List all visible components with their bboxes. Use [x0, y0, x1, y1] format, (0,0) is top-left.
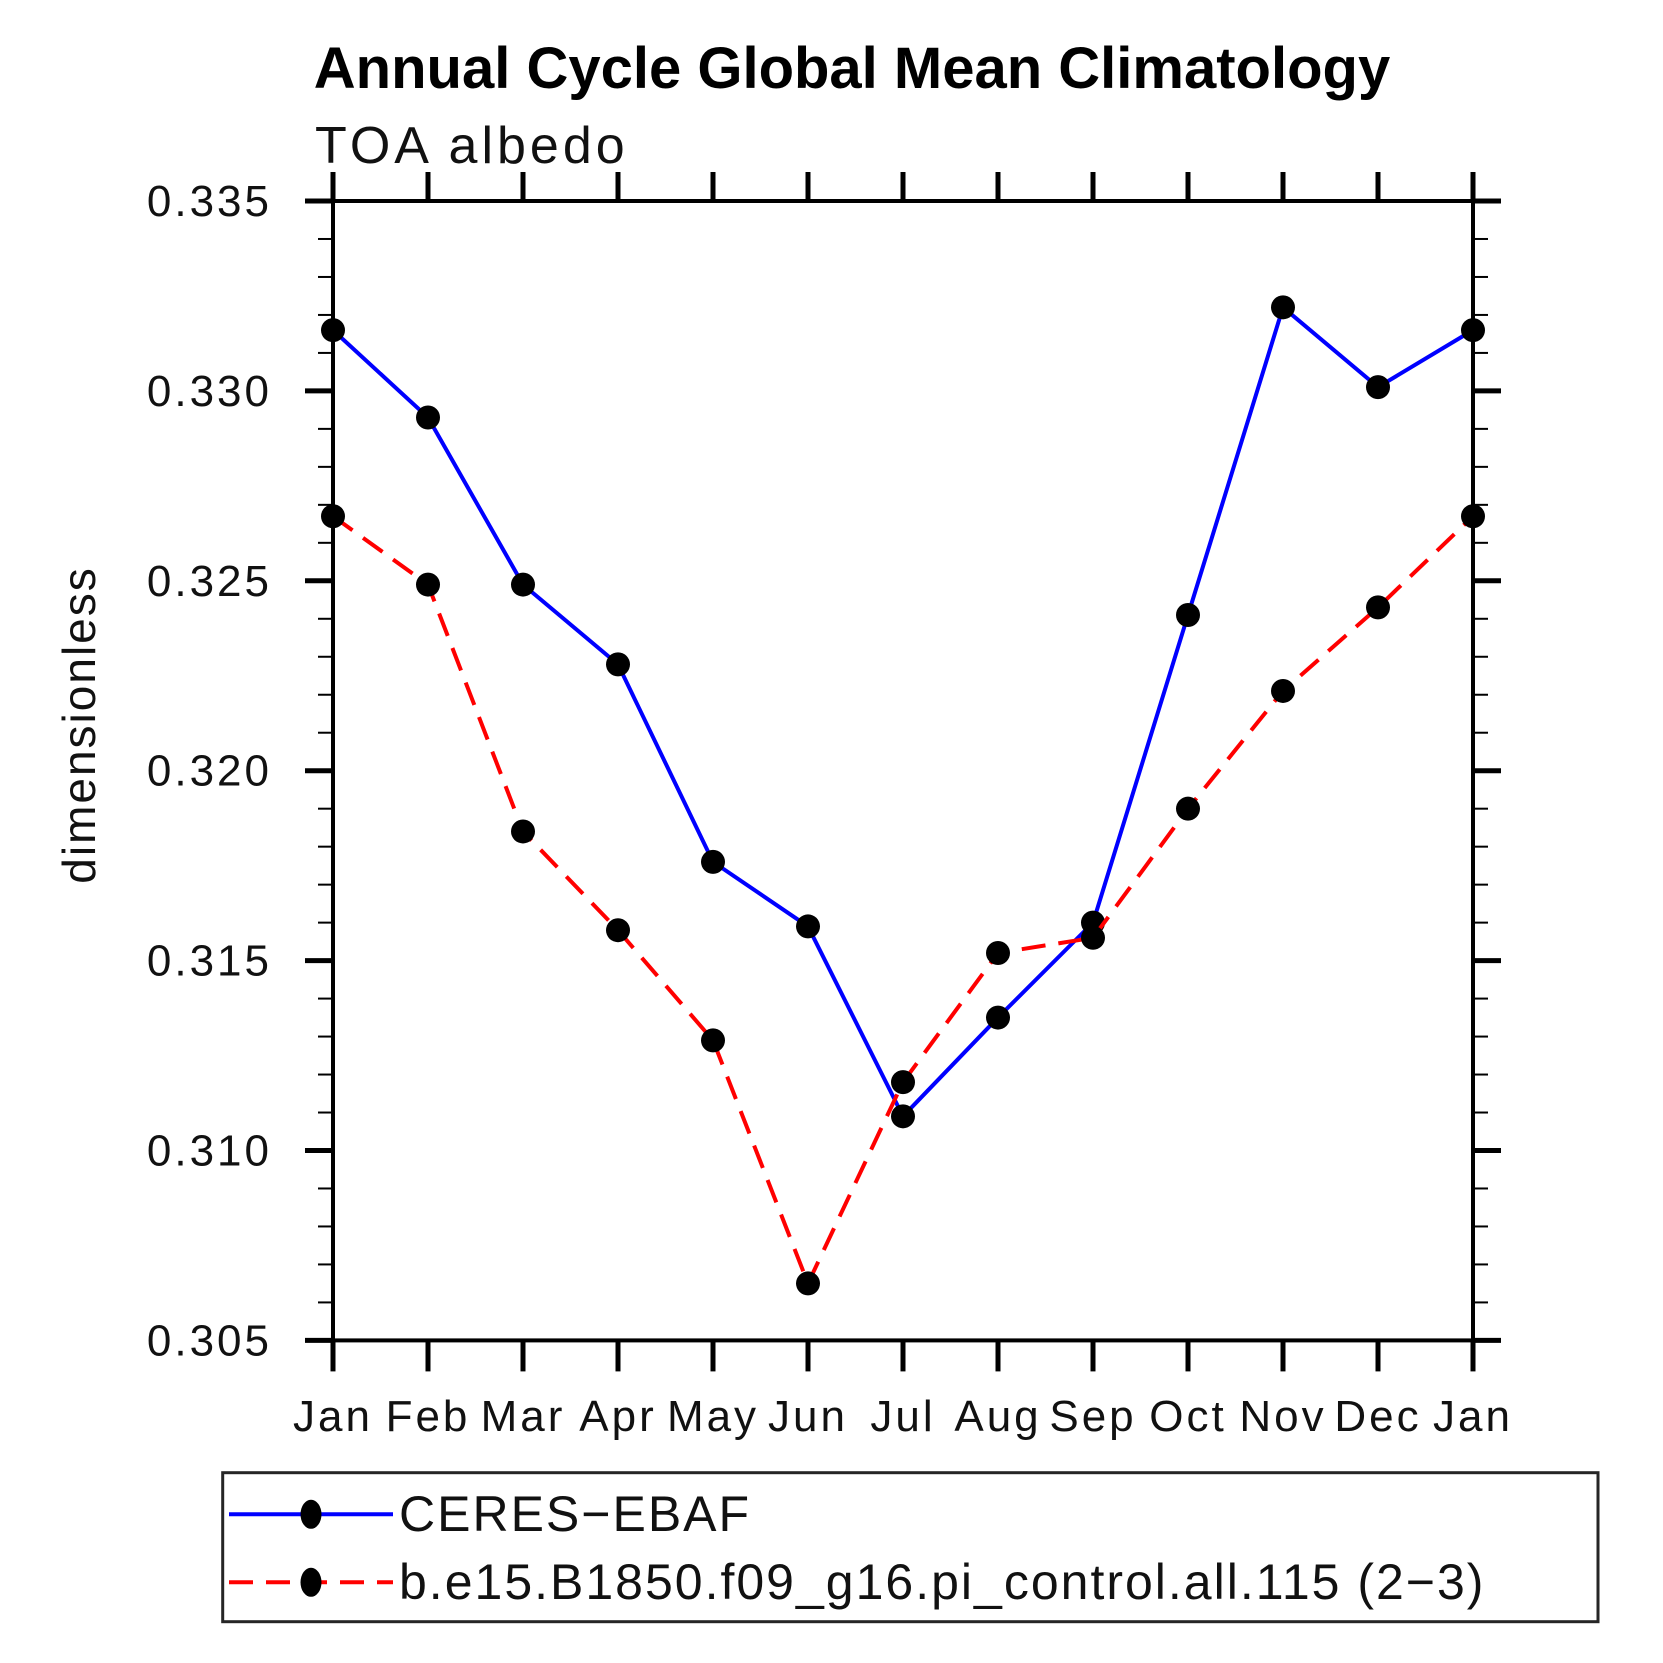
x-tick-label: Nov — [1239, 1392, 1326, 1441]
chart-title: Annual Cycle Global Mean Climatology — [314, 36, 1390, 101]
data-point-marker — [416, 572, 440, 597]
data-point-marker — [986, 941, 1010, 966]
data-point-marker — [1366, 375, 1390, 400]
data-point-marker — [1176, 602, 1200, 627]
data-point-marker — [416, 405, 440, 430]
data-point-marker — [1461, 504, 1485, 529]
x-tick-label: Jun — [768, 1392, 848, 1441]
x-tick-label: Apr — [579, 1392, 656, 1441]
data-point-marker — [606, 918, 630, 943]
plot-border — [331, 199, 1475, 1343]
legend-sample-marker — [300, 1499, 322, 1529]
x-tick-label: Jul — [870, 1392, 935, 1441]
x-tick-label: Sep — [1049, 1392, 1136, 1441]
series-line — [331, 514, 1475, 1286]
x-tick-label: Mar — [481, 1392, 566, 1441]
series-line — [331, 305, 1475, 1119]
y-tick-label: 0.310 — [147, 1127, 272, 1176]
data-point-marker — [796, 914, 820, 939]
y-tick-label: 0.335 — [147, 177, 272, 226]
x-tick-label: Jan — [1433, 1392, 1513, 1441]
chart-subtitle: TOA albedo — [315, 117, 629, 175]
data-point-marker — [511, 819, 535, 844]
series-ceres-ebaf — [321, 295, 1485, 1129]
legend-sample-marker — [300, 1567, 322, 1597]
y-tick-label: 0.315 — [147, 937, 272, 986]
legend-line-samples — [229, 1499, 393, 1597]
series-model-run — [321, 504, 1485, 1296]
data-point-marker — [1271, 678, 1295, 703]
legend-label-model-run: b.e15.B1850.f09_g16.pi_control.all.115 (… — [399, 1554, 1485, 1610]
x-tick-label: May — [667, 1392, 759, 1441]
data-point-marker — [701, 849, 725, 874]
data-point-marker — [1176, 796, 1200, 821]
data-point-marker — [891, 1070, 915, 1095]
y-axis-ticks — [305, 198, 1501, 1343]
x-tick-labels: Jan Feb Mar Apr May Jun Jul Aug Sep Oct Nov Dec Jan — [293, 1392, 1513, 1441]
data-point-marker — [606, 652, 630, 677]
y-tick-label: 0.330 — [147, 367, 272, 416]
data-point-marker — [986, 1005, 1010, 1030]
x-tick-label: Feb — [386, 1392, 471, 1441]
x-axis-ticks — [330, 172, 1476, 1372]
plot-frame — [331, 199, 1475, 1343]
data-point-marker — [1366, 595, 1390, 620]
x-tick-label: Jan — [293, 1392, 373, 1441]
data-point-marker — [1461, 318, 1485, 343]
y-tick-label: 0.305 — [147, 1316, 272, 1365]
y-axis-title: dimensionless — [53, 566, 105, 883]
data-point-marker — [891, 1104, 915, 1129]
data-point-marker — [701, 1028, 725, 1053]
data-point-marker — [1271, 295, 1295, 320]
x-tick-label: Aug — [954, 1392, 1041, 1441]
data-point-marker — [321, 504, 345, 529]
data-point-marker — [796, 1271, 820, 1296]
y-tick-label: 0.320 — [147, 747, 272, 796]
x-tick-label: Dec — [1334, 1392, 1421, 1441]
x-tick-label: Oct — [1149, 1392, 1226, 1441]
data-point-marker — [1081, 925, 1105, 950]
y-tick-label: 0.325 — [147, 557, 272, 606]
legend-box — [221, 1471, 1600, 1624]
y-tick-labels: 0.305 0.310 0.315 0.320 0.325 0.330 0.335 — [147, 177, 272, 1365]
series-lines — [321, 295, 1485, 1296]
data-point-marker — [321, 318, 345, 343]
data-point-marker — [511, 572, 535, 597]
legend-label-ceres-ebaf: CERES−EBAF — [399, 1486, 751, 1542]
legend: CERES−EBAF b.e15.B1850.f09_g16.pi_contro… — [221, 1471, 1600, 1624]
